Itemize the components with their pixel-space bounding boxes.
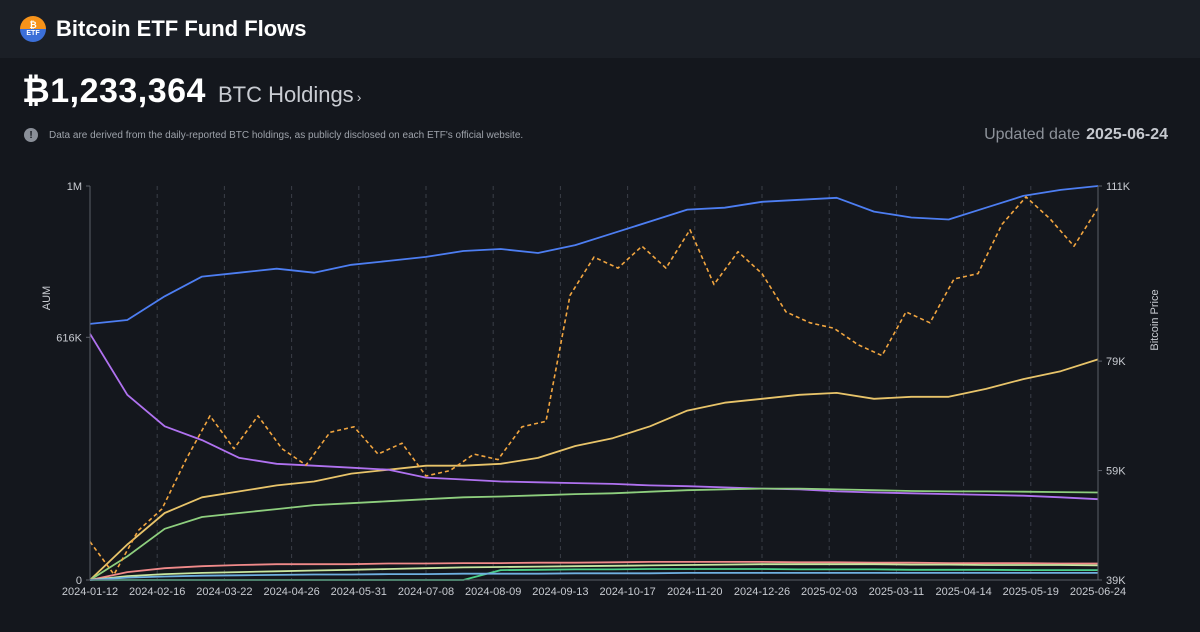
x-tick-label: 2024-03-22: [196, 586, 252, 598]
btc-holdings-value: ₿1,233,364: [22, 72, 206, 110]
chart-series: [89, 185, 1099, 581]
y-tick-label: 1M: [67, 181, 82, 193]
btc-etf-logo-icon: ₿ ETF: [20, 16, 46, 42]
chevron-right-icon: ›: [356, 89, 362, 105]
x-tick-label: 2024-08-09: [465, 586, 521, 598]
x-tick-label: 2025-02-03: [801, 586, 857, 598]
x-tick-label: 2024-12-26: [734, 586, 790, 598]
info-icon[interactable]: !: [24, 128, 38, 142]
x-tick-label: 2024-09-13: [532, 586, 588, 598]
x-tick-label: 2024-05-31: [331, 586, 387, 598]
series-line-0[interactable]: [89, 185, 1099, 325]
y2-tick-label: 79K: [1106, 356, 1126, 368]
y-tick-label: 0: [76, 575, 82, 587]
series-line-7[interactable]: [89, 571, 1098, 581]
x-tick-label: 2024-01-12: [62, 586, 118, 598]
y2-axis-label: Bitcoin Price: [1149, 289, 1161, 350]
series-line-4[interactable]: [89, 560, 1098, 581]
x-tick-label: 2024-07-08: [398, 586, 454, 598]
series-line-bitcoin-price[interactable]: [89, 196, 1099, 576]
logo-top-glyph: ₿: [29, 19, 37, 30]
btc-holdings-label: BTC Holdings: [217, 82, 354, 107]
x-tick-label: 2024-04-26: [263, 586, 319, 598]
updated-label: Updated date: [984, 126, 1081, 143]
logo-bottom-text: ETF: [26, 29, 40, 37]
top-bar: ₿ ETF Bitcoin ETF Fund Flows: [0, 0, 1200, 58]
x-tick-label: 2024-11-20: [667, 586, 722, 598]
updated-date-value: 2025-06-24: [1086, 126, 1168, 143]
fund-flows-chart[interactable]: 2024-01-12 2024-02-16 2024-03-22 2024-04-26…: [0, 170, 1200, 632]
series-line-1[interactable]: [89, 358, 1099, 581]
x-tick-label: 2024-10-17: [599, 586, 655, 598]
x-tick-label: 2025-06-24: [1070, 586, 1126, 598]
x-tick-label: 2025-05-19: [1003, 586, 1059, 598]
y2-tick-label: 59K: [1106, 466, 1126, 478]
series-line-2[interactable]: [89, 333, 1099, 501]
chart-grid: [156, 186, 1032, 580]
updated-date: Updated date 2025-06-24: [984, 126, 1168, 144]
y2-tick-label: 39K: [1106, 575, 1126, 587]
x-tick-label: 2025-04-14: [935, 586, 991, 598]
x-tick-label: 2025-03-11: [869, 586, 924, 598]
app-title: Bitcoin ETF Fund Flows: [56, 16, 307, 41]
data-source-note: Data are derived from the daily-reported…: [49, 130, 524, 141]
holdings-summary: ₿1,233,364 BTC Holdings ›: [0, 58, 1200, 110]
y-tick-label: 616K: [56, 332, 82, 344]
series-line-5[interactable]: [89, 563, 1099, 581]
y-axis-label: AUM: [41, 286, 53, 310]
btc-holdings-link[interactable]: BTC Holdings ›: [218, 82, 361, 108]
series-line-3[interactable]: [89, 487, 1099, 581]
chart-axes: 2024-01-12 2024-02-16 2024-03-22 2024-04-26…: [56, 181, 1130, 598]
info-row: ! Data are derived from the daily-report…: [0, 106, 1200, 146]
y2-tick-label: 111K: [1106, 181, 1131, 193]
x-tick-label: 2024-02-16: [129, 586, 185, 598]
